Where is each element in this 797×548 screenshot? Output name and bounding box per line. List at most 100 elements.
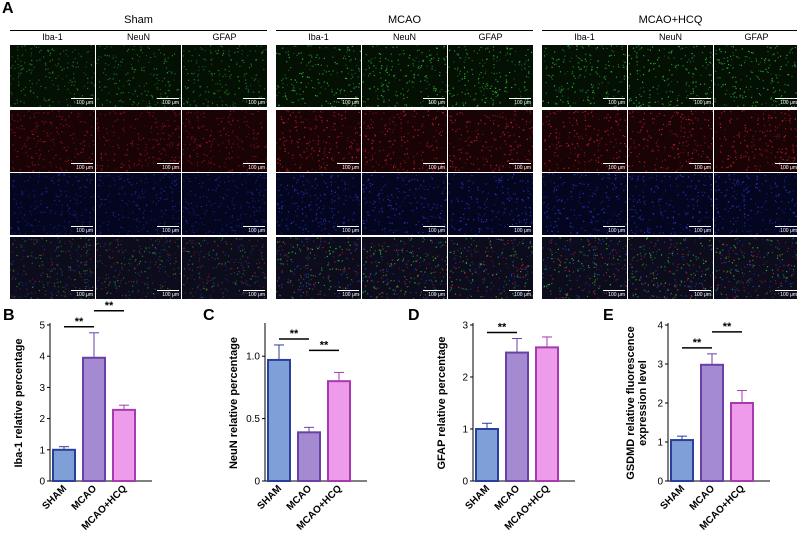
scale-bar: 100 μm [509,98,531,106]
group-rule [276,30,533,31]
micrograph-tile: 100 μm [96,173,181,235]
bar [297,431,321,483]
scale-bar-line [689,226,711,227]
column-label: NeuN [658,32,682,42]
scale-bar: 100 μm [509,163,531,171]
scale-bar: 100 μm [775,290,797,298]
micrograph-tile: 100 μm [182,45,267,107]
micrograph-tile: 100 μm [714,173,797,235]
scale-bar-line [775,290,797,291]
category-label: MCAO [285,483,315,513]
scale-bar: 100 μm [775,226,797,234]
y-axis-label: GFAP relative percentage [436,336,448,469]
category-label: MCAO [688,483,718,513]
significance-label: ** [105,300,114,312]
micrograph-tile: 100 μm [628,110,713,172]
column-label: Iba-1 [42,32,63,42]
y-axis-label: NeuN relative percentage [228,337,240,469]
micrograph-tile: 100 μm [448,110,533,172]
scale-bar-label: 100 μm [780,165,797,171]
column-label: Iba-1 [308,32,329,42]
micrograph-tile: 100 μm [276,173,361,235]
scale-bar-line [423,290,445,291]
bar [112,408,136,483]
y-tick-label: 2 [657,399,663,410]
y-tick-label: 1 [657,438,663,449]
bar [52,448,76,482]
scale-bar: 100 μm [243,226,265,234]
micrograph-tile: 100 μm [362,173,447,235]
column-label: GFAP [478,32,503,42]
micrograph-tile: 100 μm [96,45,181,107]
scale-bar-line [509,290,531,291]
y-tick-label: 4 [39,352,45,363]
scale-bar-label: 100 μm [608,292,625,298]
significance-label: ** [290,328,299,340]
scale-bar-line [603,98,625,99]
group-title: Sham [124,14,153,26]
scale-bar-label: 100 μm [608,100,625,106]
group-rule [542,30,797,31]
scale-bar: 100 μm [689,226,711,234]
scale-bar-line [603,290,625,291]
micrograph-tile: 100 μm [182,237,267,299]
scale-bar-line [157,290,179,291]
scale-bar: 100 μm [509,226,531,234]
column-label: GFAP [212,32,237,42]
scale-bar: 100 μm [689,163,711,171]
scale-bar-line [243,226,265,227]
scale-bar: 100 μm [689,98,711,106]
scale-bar: 100 μm [603,226,625,234]
micrograph-tile: 100 μm [628,45,713,107]
scale-bar-label: 100 μm [248,165,265,171]
category-label: SHAM [464,483,493,512]
scale-bar-label: 100 μm [248,100,265,106]
group-rule [10,30,267,31]
y-tick-label: 0 [657,477,663,488]
significance-label: ** [693,337,702,349]
y-tick-label: 0 [254,477,260,488]
panel-letter: B [3,307,15,324]
panel-letter: C [203,307,215,324]
scale-bar-label: 100 μm [780,292,797,298]
micrograph-tile: 100 μm [276,237,361,299]
scale-bar: 100 μm [71,226,93,234]
scale-bar-label: 100 μm [76,100,93,106]
scale-bar: 100 μm [157,290,179,298]
y-tick-label: 3 [462,321,468,332]
scale-bar-label: 100 μm [608,165,625,171]
panel-letter: E [603,307,614,324]
micrograph-tile: 100 μm [362,45,447,107]
scale-bar: 100 μm [157,98,179,106]
bar [535,346,559,482]
scale-bar-label: 100 μm [780,100,797,106]
scale-bar: 100 μm [243,290,265,298]
micrograph-tile: 100 μm [276,110,361,172]
bar [700,363,724,482]
scale-bar: 100 μm [337,98,359,106]
y-tick-label: 1 [39,445,45,456]
scale-bar: 100 μm [337,163,359,171]
scale-bar-label: 100 μm [514,165,531,171]
scale-bar: 100 μm [775,98,797,106]
bar [505,351,529,482]
scale-bar-label: 100 μm [76,228,93,234]
micrograph-tile: 100 μm [542,237,627,299]
scale-bar-line [509,98,531,99]
micrograph-tile: 100 μm [10,45,95,107]
scale-bar: 100 μm [71,98,93,106]
scale-bar-line [71,226,93,227]
y-tick-label: 4 [657,321,663,332]
micrograph-tile: 100 μm [714,110,797,172]
scale-bar-label: 100 μm [514,100,531,106]
scale-bar: 100 μm [71,290,93,298]
scale-bar-label: 100 μm [608,228,625,234]
micrograph-tile: 100 μm [182,110,267,172]
scale-bar-line [509,163,531,164]
y-tick-label: 3 [39,383,45,394]
scale-bar-label: 100 μm [694,100,711,106]
bar [327,380,351,482]
scale-bar: 100 μm [509,290,531,298]
scale-bar-label: 100 μm [694,228,711,234]
